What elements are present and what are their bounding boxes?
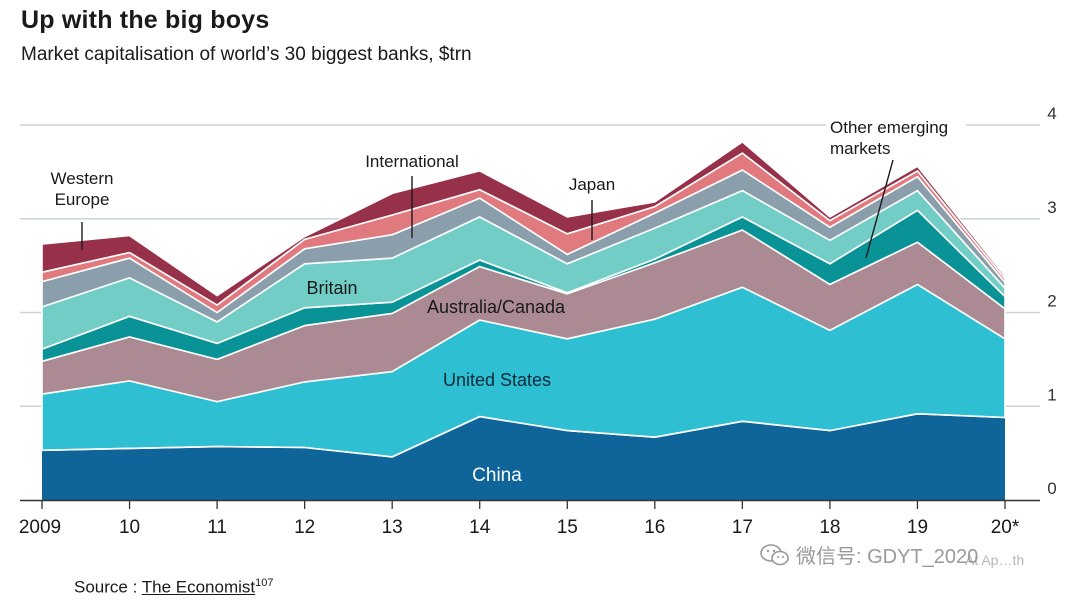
area-international: [41, 141, 1006, 306]
annotation-label: Other emerging markets: [830, 118, 948, 158]
chart-subtitle: Market capitalisation of world’s 30 bigg…: [21, 44, 472, 65]
series-label: China: [472, 465, 522, 486]
annotation-label: Japan: [569, 175, 615, 194]
watermark: 微信号: GDYT_2020: [760, 540, 978, 569]
area-series-group: [41, 141, 1006, 500]
x-tick-label: 11: [207, 517, 227, 538]
x-tick-label: 20*: [991, 517, 1020, 538]
series-label: Australia/Canada: [427, 297, 566, 317]
chart-title: Up with the big boys: [21, 6, 270, 34]
series-labels: China United States Australia/Canada Britai…: [51, 114, 966, 486]
annotation-label: International: [365, 152, 459, 171]
x-tick-label: 16: [644, 517, 665, 538]
x-tick-label: 17: [732, 517, 753, 538]
x-tick-label: 19: [907, 517, 928, 538]
watermark-text: 微信号: GDYT_2020: [796, 546, 979, 568]
y-tick-label: 3: [1047, 198, 1056, 217]
y-tick-label: 2: [1047, 292, 1056, 311]
area-china: [42, 413, 1005, 500]
series-label: United States: [443, 370, 551, 390]
x-tick-label: 2009: [19, 517, 61, 538]
y-tick-label: 0: [1047, 479, 1056, 498]
series-label: Britain: [306, 278, 357, 298]
x-tick-label: 13: [382, 517, 403, 538]
x-tick-label: 12: [294, 517, 315, 538]
annotation-bg: [826, 114, 966, 160]
x-tick-label: 14: [469, 517, 491, 538]
china-top-edge: [41, 412, 1006, 458]
y-tick-label: 4: [1047, 104, 1056, 123]
x-tick-label: 10: [119, 517, 140, 538]
watermark-aside: At Ap…th: [965, 552, 1025, 568]
source-prefix: Source :: [74, 577, 142, 597]
source-ref: 107: [255, 577, 274, 589]
annotation-label: Western Europe: [51, 169, 114, 209]
source-note: Source : The Economist107: [74, 577, 273, 598]
y-tick-label: 1: [1047, 385, 1056, 404]
annotation-leader: [865, 159, 894, 259]
x-tick-label: 15: [557, 517, 578, 538]
source-link[interactable]: The Economist: [141, 577, 256, 597]
wechat-icon: [760, 543, 789, 565]
x-tick-label: 18: [819, 517, 840, 538]
